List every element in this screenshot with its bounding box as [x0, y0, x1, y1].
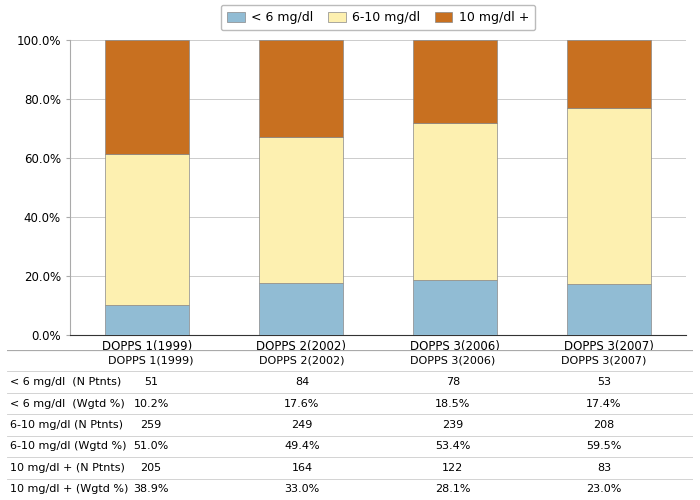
- Text: 53: 53: [597, 377, 611, 387]
- Text: DOPPS 3(2006): DOPPS 3(2006): [410, 356, 496, 366]
- Text: 164: 164: [291, 463, 312, 473]
- Text: 78: 78: [446, 377, 460, 387]
- Text: 205: 205: [141, 463, 162, 473]
- Text: DOPPS 2(2002): DOPPS 2(2002): [259, 356, 344, 366]
- Text: 84: 84: [295, 377, 309, 387]
- Bar: [413, 280, 498, 335]
- Text: 49.4%: 49.4%: [284, 442, 320, 452]
- Text: DOPPS 3(2007): DOPPS 3(2007): [561, 356, 647, 366]
- Bar: [258, 40, 343, 138]
- Text: 10.2%: 10.2%: [134, 398, 169, 408]
- Text: 59.5%: 59.5%: [586, 442, 622, 452]
- Text: < 6 mg/dl  (N Ptnts): < 6 mg/dl (N Ptnts): [10, 377, 122, 387]
- Text: 83: 83: [597, 463, 611, 473]
- Bar: [567, 108, 652, 284]
- Bar: [105, 154, 189, 305]
- Bar: [105, 305, 189, 335]
- Text: 51: 51: [144, 377, 158, 387]
- Text: 38.9%: 38.9%: [133, 484, 169, 494]
- Text: 10 mg/dl + (Wgtd %): 10 mg/dl + (Wgtd %): [10, 484, 129, 494]
- Text: DOPPS 1(1999): DOPPS 1(1999): [108, 356, 194, 366]
- Text: 122: 122: [442, 463, 463, 473]
- Legend: < 6 mg/dl, 6-10 mg/dl, 10 mg/dl +: < 6 mg/dl, 6-10 mg/dl, 10 mg/dl +: [220, 5, 536, 30]
- Text: 18.5%: 18.5%: [435, 398, 470, 408]
- Text: 249: 249: [291, 420, 313, 430]
- Text: 17.6%: 17.6%: [284, 398, 320, 408]
- Text: 10 mg/dl + (N Ptnts): 10 mg/dl + (N Ptnts): [10, 463, 125, 473]
- Bar: [258, 283, 343, 335]
- Bar: [105, 40, 189, 154]
- Text: 208: 208: [593, 420, 615, 430]
- Text: 51.0%: 51.0%: [134, 442, 169, 452]
- Text: 23.0%: 23.0%: [586, 484, 622, 494]
- Text: 239: 239: [442, 420, 463, 430]
- Bar: [258, 138, 343, 283]
- Text: 28.1%: 28.1%: [435, 484, 470, 494]
- Text: 53.4%: 53.4%: [435, 442, 470, 452]
- Bar: [413, 123, 498, 280]
- Bar: [567, 40, 652, 108]
- Text: 6-10 mg/dl (Wgtd %): 6-10 mg/dl (Wgtd %): [10, 442, 127, 452]
- Text: 259: 259: [141, 420, 162, 430]
- Text: < 6 mg/dl  (Wgtd %): < 6 mg/dl (Wgtd %): [10, 398, 125, 408]
- Text: 33.0%: 33.0%: [284, 484, 320, 494]
- Text: 6-10 mg/dl (N Ptnts): 6-10 mg/dl (N Ptnts): [10, 420, 123, 430]
- Bar: [413, 40, 498, 123]
- Text: 17.4%: 17.4%: [586, 398, 622, 408]
- Bar: [567, 284, 652, 335]
